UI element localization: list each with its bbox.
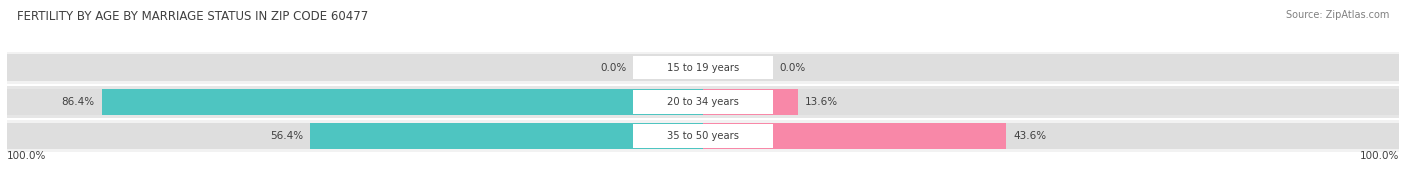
Text: 100.0%: 100.0% <box>1360 151 1399 161</box>
Text: 56.4%: 56.4% <box>270 131 304 141</box>
Bar <box>7 120 1399 152</box>
Bar <box>703 123 1007 149</box>
Bar <box>633 124 773 148</box>
Text: 15 to 19 years: 15 to 19 years <box>666 63 740 73</box>
Text: 43.6%: 43.6% <box>1014 131 1046 141</box>
Text: 0.0%: 0.0% <box>779 63 806 73</box>
Bar <box>7 54 1399 81</box>
Bar <box>7 86 1399 118</box>
Text: 0.0%: 0.0% <box>600 63 627 73</box>
Text: Source: ZipAtlas.com: Source: ZipAtlas.com <box>1285 10 1389 20</box>
Text: 13.6%: 13.6% <box>804 97 838 107</box>
Bar <box>311 123 703 149</box>
Text: FERTILITY BY AGE BY MARRIAGE STATUS IN ZIP CODE 60477: FERTILITY BY AGE BY MARRIAGE STATUS IN Z… <box>17 10 368 23</box>
Bar <box>7 52 1399 84</box>
Bar <box>633 90 773 114</box>
Bar <box>101 89 703 115</box>
Text: 86.4%: 86.4% <box>62 97 94 107</box>
Bar <box>7 123 1399 149</box>
Bar <box>633 56 773 80</box>
Text: 35 to 50 years: 35 to 50 years <box>666 131 740 141</box>
Text: 20 to 34 years: 20 to 34 years <box>666 97 740 107</box>
Bar <box>703 89 797 115</box>
Bar <box>7 89 1399 115</box>
Text: 100.0%: 100.0% <box>7 151 46 161</box>
